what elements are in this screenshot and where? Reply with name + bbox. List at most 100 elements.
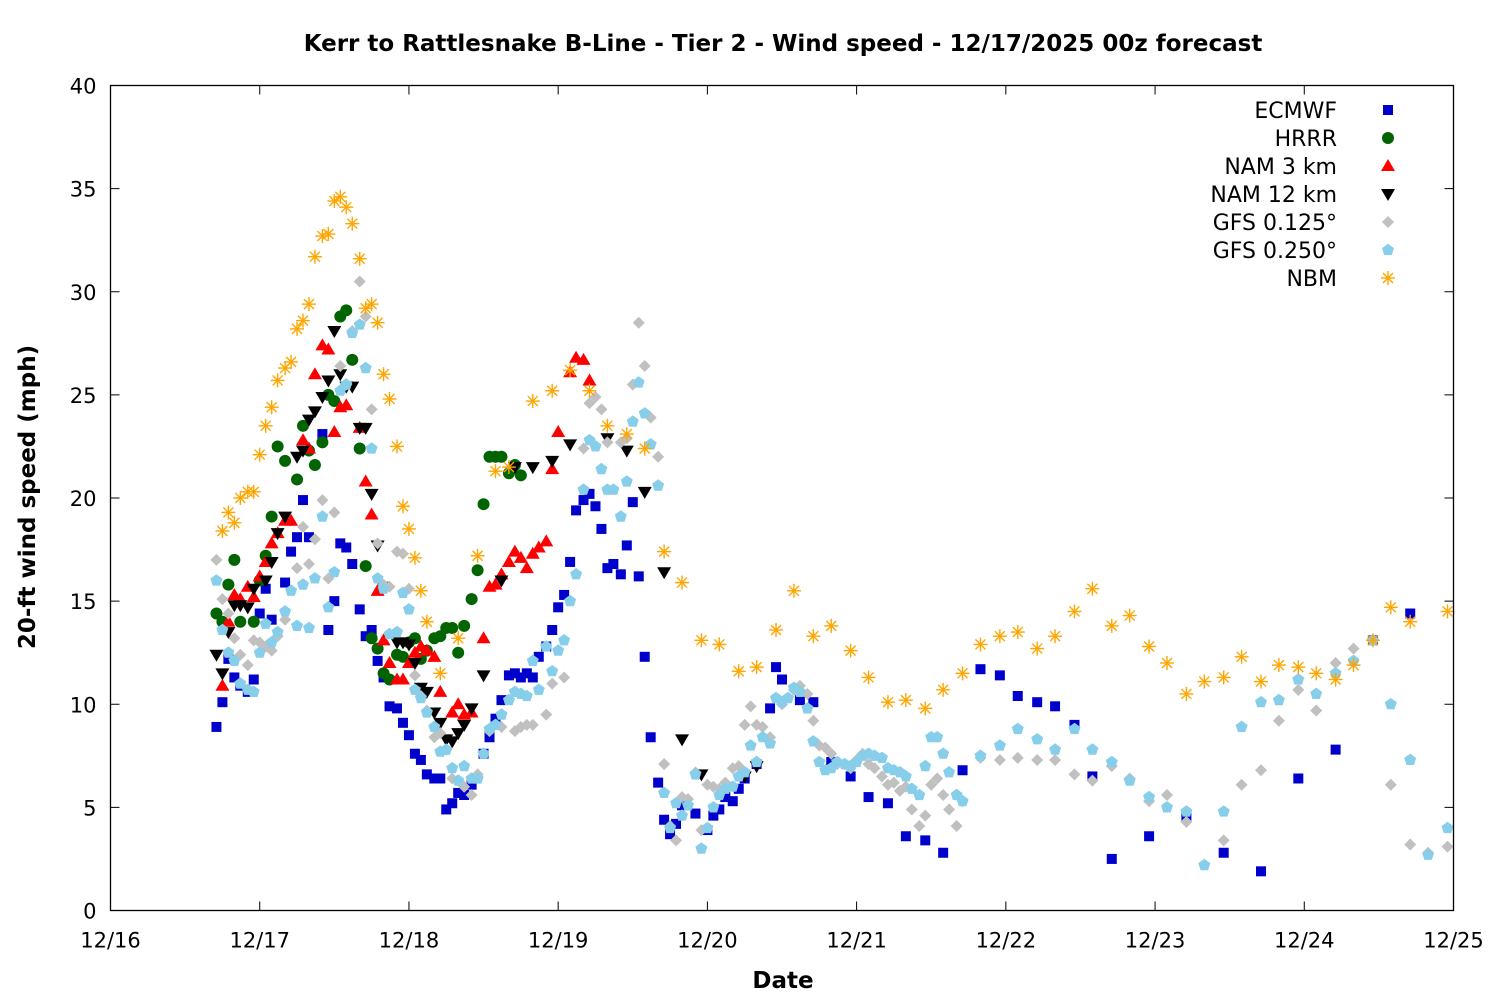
data-point <box>271 625 284 638</box>
data-point <box>1105 755 1118 768</box>
data-point <box>525 462 540 475</box>
data-point <box>1142 639 1157 654</box>
data-point <box>279 605 292 617</box>
data-point <box>744 739 757 751</box>
data-point <box>382 656 397 668</box>
y-tick-label: 25 <box>70 384 97 408</box>
data-point <box>377 582 390 594</box>
data-point <box>876 751 888 763</box>
data-point <box>419 643 434 656</box>
data-point <box>1030 641 1045 656</box>
plot-frame <box>109 84 1455 912</box>
data-point <box>396 650 409 663</box>
legend-marker <box>1382 132 1394 144</box>
data-point <box>221 614 236 627</box>
data-point <box>955 666 970 681</box>
data-point <box>931 772 944 785</box>
data-point <box>764 737 777 749</box>
data-point <box>451 631 466 646</box>
data-point <box>284 354 299 369</box>
data-point <box>793 685 806 697</box>
data-point <box>440 743 453 755</box>
data-point <box>801 702 814 714</box>
data-point <box>1048 629 1063 644</box>
data-point <box>384 701 395 712</box>
data-point <box>295 313 310 328</box>
data-point <box>582 383 597 398</box>
data-point <box>409 748 420 759</box>
data-point <box>222 607 235 620</box>
data-point <box>974 749 987 761</box>
x-tick-label: 12/18 <box>379 929 440 953</box>
data-point <box>447 798 458 809</box>
axis-ticks: 12/16 12/17 12/18 12/19 12/20 12/21 12/22 12/23… <box>70 75 1484 953</box>
data-point <box>918 701 933 716</box>
data-point <box>471 564 484 577</box>
data-point <box>563 439 578 452</box>
data-point <box>323 625 334 635</box>
data-point <box>1217 805 1230 817</box>
data-point <box>420 706 433 718</box>
data-point <box>608 559 619 569</box>
data-point <box>321 227 336 241</box>
data-point <box>657 544 672 559</box>
data-point <box>653 777 664 788</box>
data-point <box>353 275 366 288</box>
legend-marker <box>1382 243 1394 256</box>
data-point <box>217 697 228 708</box>
y-tick-label: 5 <box>83 796 96 820</box>
data-point <box>1050 701 1061 712</box>
data-point <box>264 556 279 569</box>
data-point <box>919 809 932 822</box>
data-point <box>690 808 701 819</box>
data-point <box>290 321 305 336</box>
data-point <box>222 646 235 658</box>
data-point <box>937 747 950 759</box>
data-point <box>427 649 442 662</box>
data-point <box>731 664 746 679</box>
data-point <box>339 200 354 215</box>
data-point <box>540 708 553 721</box>
data-point <box>396 547 409 560</box>
data-point <box>1272 714 1285 727</box>
data-point <box>376 367 391 382</box>
data-point <box>1384 778 1397 791</box>
data-point <box>771 662 782 673</box>
data-point <box>913 788 926 801</box>
data-point <box>1441 840 1454 853</box>
data-point <box>526 654 539 666</box>
data-point <box>545 462 560 475</box>
data-point <box>671 818 682 829</box>
data-point <box>334 360 347 372</box>
data-point <box>1031 733 1044 745</box>
data-point <box>520 689 533 702</box>
x-tick-label: 12/23 <box>1125 929 1186 953</box>
data-point <box>280 577 291 588</box>
data-point <box>458 759 471 772</box>
data-point <box>316 494 329 507</box>
data-point <box>291 562 304 575</box>
data-point <box>279 613 292 626</box>
data-point <box>657 567 672 580</box>
data-point <box>1440 604 1455 619</box>
data-point <box>316 436 329 449</box>
data-point <box>1404 753 1417 765</box>
data-point <box>308 572 321 584</box>
data-point <box>545 383 560 398</box>
data-point <box>1309 666 1324 681</box>
data-point <box>540 640 553 652</box>
data-point <box>441 804 452 815</box>
data-point <box>777 674 787 685</box>
data-point <box>1122 608 1137 623</box>
data-point <box>905 803 918 816</box>
data-point <box>601 436 614 449</box>
data-point <box>247 685 260 697</box>
data-point <box>957 765 968 776</box>
data-point <box>577 442 590 455</box>
data-point <box>553 602 564 613</box>
data-point <box>925 778 938 791</box>
data-point <box>1010 625 1025 640</box>
legend-label: NBM <box>1286 267 1337 292</box>
data-point <box>727 796 738 807</box>
data-point <box>489 718 502 730</box>
